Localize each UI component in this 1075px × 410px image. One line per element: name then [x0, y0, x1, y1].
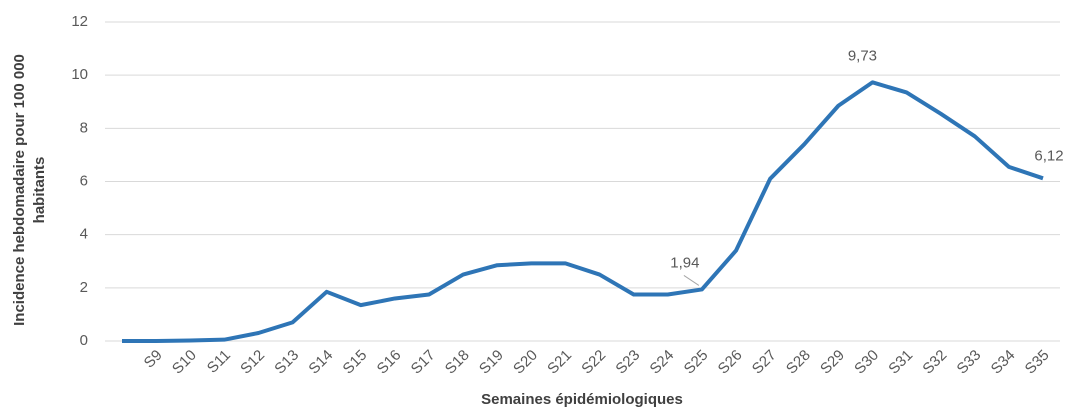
x-tick-label: S19 — [476, 347, 507, 378]
y-tick-label: 6 — [80, 172, 88, 189]
x-tick-label: S31 — [885, 347, 916, 378]
y-tick-label: 2 — [80, 279, 88, 296]
x-tick-label: S21 — [544, 347, 575, 378]
x-tick-label: S23 — [612, 347, 643, 378]
y-tick-label: 0 — [80, 332, 88, 349]
x-tick-label: S14 — [305, 347, 336, 378]
x-tick-label: S26 — [715, 347, 746, 378]
x-tick-label: S35 — [1022, 347, 1053, 378]
x-tick-label: S13 — [271, 347, 302, 378]
x-axis-label: Semaines épidémiologiques — [481, 391, 683, 408]
x-tick-label: S17 — [408, 347, 439, 378]
data-label: 6,12 — [1034, 147, 1063, 164]
x-tick-label: S29 — [817, 347, 848, 378]
x-tick-label: S10 — [169, 347, 200, 378]
x-tick-label: S24 — [647, 347, 678, 378]
data-label: 9,73 — [848, 47, 877, 64]
x-tick-label: S12 — [237, 347, 268, 378]
y-tick-label: 10 — [71, 66, 88, 83]
leader-line — [683, 275, 700, 286]
y-tick-label: 4 — [80, 226, 88, 243]
x-tick-label: S9 — [141, 347, 166, 372]
x-tick-label: S25 — [681, 347, 712, 378]
x-tick-label: S18 — [442, 347, 473, 378]
y-tick-label: 12 — [71, 13, 88, 30]
data-label: 1,94 — [670, 254, 699, 271]
x-tick-label: S27 — [749, 347, 780, 378]
x-tick-label: S15 — [340, 347, 371, 378]
x-tick-label: S11 — [204, 347, 234, 377]
x-tick-label: S33 — [954, 347, 985, 378]
x-tick-label: S34 — [988, 347, 1019, 378]
x-tick-label: S20 — [510, 347, 541, 378]
line — [122, 80, 1044, 343]
y-axis-label: habitants — [31, 157, 48, 224]
x-tick-label: S16 — [374, 347, 405, 378]
y-tick-label: 8 — [80, 119, 88, 136]
x-tick-label: S32 — [919, 347, 950, 378]
x-tick-label: S22 — [578, 347, 609, 378]
x-tick-label: S30 — [851, 347, 882, 378]
x-tick-label: S28 — [783, 347, 814, 378]
y-axis-label: Incidence hebdomadaire pour 100 000 — [11, 54, 28, 326]
